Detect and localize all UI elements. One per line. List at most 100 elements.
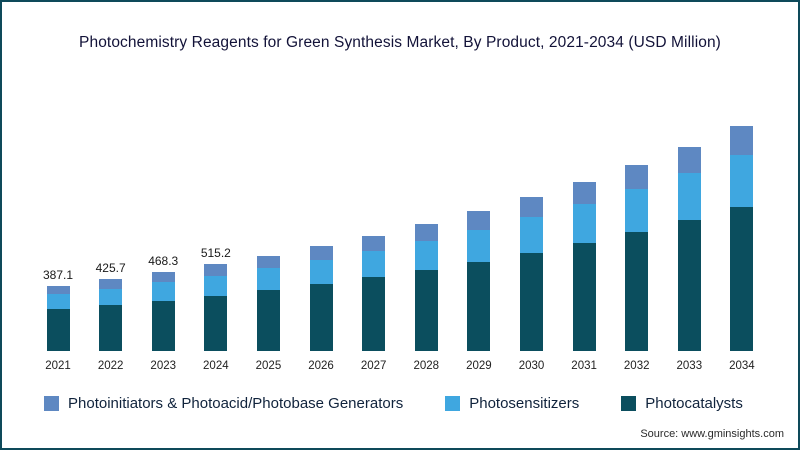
x-tick-label: 2034	[729, 360, 755, 372]
bar-segment	[309, 283, 333, 351]
bar-segment	[362, 250, 386, 278]
x-tick-label: 2033	[676, 360, 703, 372]
legend-label: Photosensitizers	[469, 395, 580, 412]
bar-column: 425.7 2022	[85, 261, 137, 372]
bar-segment	[625, 232, 649, 351]
bar-segment	[309, 246, 333, 260]
chart-title: Photochemistry Reagents for Green Synthe…	[79, 34, 721, 51]
bar-segment	[204, 295, 228, 351]
stacked-bar	[204, 264, 228, 351]
bar-segment	[677, 173, 701, 221]
source-text: Source: www.gminsights.com	[640, 428, 784, 440]
bar-segment	[467, 261, 491, 351]
bar-segment	[204, 275, 228, 296]
stacked-bar	[309, 246, 333, 351]
bar-segment	[362, 277, 386, 351]
bar-column: 468.3 2023	[137, 254, 189, 372]
bar-segment	[572, 242, 596, 351]
legend-swatch-icon	[621, 396, 637, 411]
bar-segment	[414, 269, 438, 351]
stacked-bar	[677, 146, 701, 351]
bar-segment	[362, 235, 386, 251]
bar-segment	[309, 259, 333, 284]
bar-segment	[256, 289, 280, 351]
bar-segment	[519, 217, 543, 253]
bar-column: 2032	[611, 147, 663, 372]
bar-segment	[414, 240, 438, 270]
x-tick-label: 2022	[97, 360, 124, 372]
legend-item: Photosensitizers	[445, 395, 579, 412]
legend-item: Photoinitiators & Photoacid/Photobase Ge…	[44, 395, 403, 412]
legend-label: Photoinitiators & Photoacid/Photobase Ge…	[68, 395, 404, 412]
bar-column: 2031	[558, 164, 610, 372]
stacked-bar	[572, 181, 596, 351]
bar-segment	[46, 294, 70, 310]
stacked-bar	[625, 165, 649, 351]
bar-segment	[519, 197, 543, 218]
bar-column: 2028	[400, 206, 452, 372]
bar-segment	[99, 305, 123, 351]
bar-column: 2029	[453, 193, 505, 372]
stacked-bar	[362, 235, 386, 351]
x-tick-label: 2029	[466, 360, 492, 372]
legend: Photoinitiators & Photoacid/Photobase Ge…	[44, 395, 743, 412]
bar-segment	[625, 189, 649, 232]
legend-item: Photocatalysts	[621, 395, 743, 412]
bar-column: 2033	[663, 129, 715, 372]
x-tick-label: 2024	[203, 360, 229, 372]
bar-column: 2027	[348, 218, 400, 372]
stacked-bar	[519, 197, 543, 351]
x-tick-label: 2021	[45, 360, 71, 372]
bar-segment	[625, 165, 649, 190]
bar-segment	[730, 207, 754, 351]
stacked-bar	[467, 211, 491, 351]
bar-segment	[256, 255, 280, 268]
plot-area: 387.1 2021 425.7 2022 468.3 2023 515.2 2024 2025…	[32, 80, 768, 372]
stacked-bar	[46, 285, 70, 351]
stacked-bar	[99, 279, 123, 351]
bar-segment	[730, 126, 754, 156]
bar-segment	[151, 282, 175, 301]
x-tick-label: 2028	[413, 360, 440, 372]
bar-segment	[151, 272, 175, 283]
bar-column: 2025	[242, 238, 294, 372]
value-label: 425.7	[95, 261, 126, 276]
bar-segment	[204, 264, 228, 276]
bar-column: 387.1 2021	[32, 268, 84, 372]
bar-segment	[519, 252, 543, 351]
stacked-bar	[256, 255, 280, 351]
x-tick-label: 2032	[623, 360, 650, 372]
bar-column: 515.2 2024	[190, 246, 242, 372]
value-label: 387.1	[42, 267, 74, 282]
bar-segment	[572, 203, 596, 243]
x-tick-label: 2026	[308, 360, 334, 372]
bar-segment	[256, 267, 280, 290]
value-label: 515.2	[200, 246, 231, 261]
bar-segment	[414, 224, 438, 241]
x-tick-label: 2027	[360, 360, 387, 372]
x-tick-label: 2025	[255, 360, 282, 372]
x-tick-label: 2023	[150, 360, 177, 372]
bar-column: 2034	[716, 108, 768, 372]
legend-label: Photocatalysts	[645, 395, 743, 412]
bar-segment	[467, 211, 491, 230]
legend-swatch-icon	[445, 396, 461, 411]
stacked-bar	[414, 224, 438, 351]
bar-segment	[467, 229, 491, 262]
bar-segment	[677, 220, 701, 351]
stacked-bar	[730, 126, 754, 351]
legend-swatch-icon	[44, 396, 59, 411]
bar-segment	[572, 181, 596, 204]
bar-segment	[99, 288, 123, 306]
x-tick-label: 2030	[518, 360, 545, 372]
bar-segment	[99, 279, 123, 289]
bar-segment	[151, 300, 175, 351]
bar-segment	[46, 285, 70, 295]
bar-column: 2026	[295, 228, 347, 372]
bar-segment	[46, 309, 70, 351]
bar-segment	[730, 155, 754, 207]
value-label: 468.3	[148, 254, 179, 269]
bar-segment	[677, 146, 701, 174]
bar-column: 2030	[505, 179, 557, 372]
